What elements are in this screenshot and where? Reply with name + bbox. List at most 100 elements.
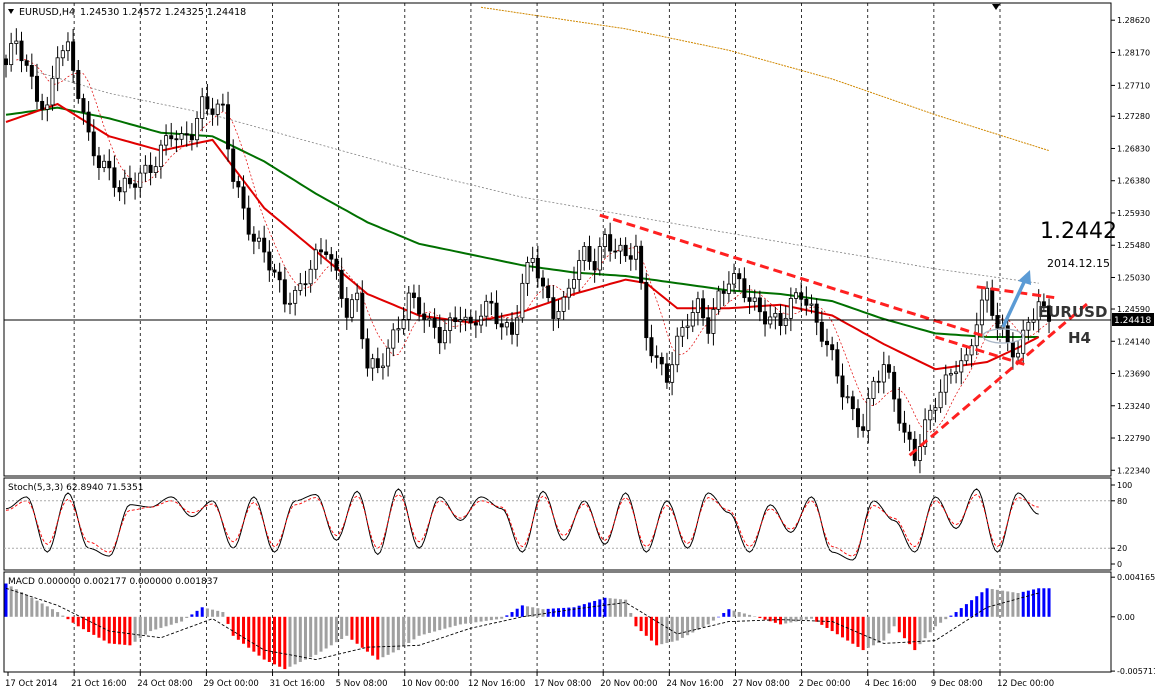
candle-body bbox=[608, 234, 613, 252]
candle-body bbox=[809, 303, 814, 306]
macd-bar bbox=[427, 616, 431, 633]
candle-body bbox=[494, 302, 499, 325]
candle-body bbox=[1005, 325, 1010, 343]
candle-body bbox=[561, 296, 566, 312]
candle-body bbox=[19, 40, 24, 62]
macd-bar bbox=[402, 616, 406, 647]
macd-bar bbox=[107, 616, 111, 644]
candle-body bbox=[107, 160, 112, 169]
macd-bar bbox=[861, 616, 865, 651]
candle-body bbox=[241, 186, 246, 209]
macd-bar bbox=[329, 616, 333, 646]
ma-long-line bbox=[480, 6, 1050, 152]
candle-body bbox=[871, 380, 876, 399]
macd-bar bbox=[980, 592, 984, 617]
candle-body bbox=[928, 409, 933, 421]
macd-bar bbox=[433, 616, 437, 632]
macd-bar bbox=[128, 616, 132, 646]
macd-bar bbox=[231, 616, 235, 636]
macd-bar bbox=[314, 616, 318, 655]
trend-line bbox=[908, 299, 1092, 457]
candle-body bbox=[659, 357, 664, 365]
candle-body bbox=[50, 77, 55, 106]
macd-bar bbox=[877, 616, 881, 643]
macd-bar bbox=[350, 616, 354, 640]
candle-body bbox=[158, 144, 163, 168]
candle-body bbox=[60, 50, 65, 59]
candle-body bbox=[442, 330, 447, 344]
stoch-main-line bbox=[5, 488, 1039, 561]
candle-body bbox=[985, 287, 990, 301]
candle-body bbox=[40, 100, 45, 110]
arrow-shaft bbox=[1001, 277, 1028, 328]
candle-body bbox=[473, 322, 478, 326]
candle-body bbox=[205, 96, 210, 110]
macd-bar bbox=[680, 616, 684, 638]
x-tick-label: 4 Dec 16:00 bbox=[865, 679, 917, 689]
macd-bar bbox=[505, 615, 509, 617]
candle-body bbox=[318, 249, 323, 253]
macd-bar bbox=[87, 616, 91, 633]
candle-body bbox=[298, 283, 303, 291]
candle-body bbox=[458, 319, 463, 323]
macd-bar bbox=[954, 612, 958, 617]
macd-bar bbox=[892, 616, 896, 627]
macd-bar bbox=[902, 616, 906, 639]
candle-body bbox=[226, 104, 231, 150]
macd-bar bbox=[551, 608, 555, 617]
macd-bar bbox=[871, 616, 875, 646]
macd-bar bbox=[371, 616, 375, 656]
macd-bar bbox=[598, 599, 602, 617]
macd-bar bbox=[56, 612, 60, 617]
candle-body bbox=[71, 41, 76, 71]
trend-lines[interactable] bbox=[599, 213, 1092, 457]
x-tick-label: 31 Oct 16:00 bbox=[270, 679, 325, 689]
macd-bar bbox=[365, 616, 369, 652]
macd-bar bbox=[293, 616, 297, 665]
chevron-down-icon[interactable] bbox=[8, 9, 14, 14]
macd-bar bbox=[964, 604, 968, 617]
macd-bar bbox=[211, 609, 215, 617]
candle-body bbox=[1026, 321, 1031, 331]
candle-body bbox=[515, 317, 520, 335]
candle-body bbox=[236, 181, 241, 188]
candle-body bbox=[9, 43, 14, 66]
candle-body bbox=[830, 344, 835, 351]
candle-body bbox=[850, 396, 855, 410]
candle-body bbox=[81, 98, 86, 113]
candle-body bbox=[344, 298, 349, 318]
macd-bar bbox=[655, 616, 659, 646]
candle-body bbox=[845, 396, 850, 399]
macd-bar bbox=[164, 616, 168, 627]
x-tick-label: 10 Nov 00:00 bbox=[402, 679, 459, 689]
up-arrow-icon[interactable] bbox=[1001, 270, 1031, 328]
candle-body bbox=[546, 285, 551, 299]
candle-body bbox=[664, 363, 669, 383]
candle-body bbox=[556, 311, 561, 319]
candle-body bbox=[195, 118, 200, 141]
chart-shift-icon[interactable] bbox=[992, 4, 1000, 10]
candle-body bbox=[24, 60, 29, 66]
macd-bar bbox=[9, 586, 13, 617]
candle-body bbox=[417, 297, 422, 315]
candle-body bbox=[133, 183, 138, 188]
candle-body bbox=[277, 271, 282, 281]
candle-body bbox=[840, 375, 845, 398]
y-tick-label: 1.25030 bbox=[1117, 273, 1150, 282]
macd-bar bbox=[913, 616, 917, 651]
x-tick-label: 9 Dec 08:00 bbox=[931, 679, 983, 689]
y-tick-label: 1.24140 bbox=[1117, 337, 1150, 346]
macd-bar bbox=[448, 616, 452, 628]
candle-body bbox=[200, 96, 205, 119]
candle-body bbox=[86, 111, 91, 133]
macd-bar bbox=[784, 616, 788, 624]
arrow-head bbox=[1018, 270, 1031, 285]
candle-body bbox=[587, 246, 592, 262]
macd-bar bbox=[489, 616, 493, 621]
macd-bar bbox=[701, 616, 705, 628]
candle-body bbox=[721, 290, 726, 294]
candle-body bbox=[917, 446, 922, 461]
macd-bar bbox=[608, 598, 612, 617]
candle-body bbox=[55, 57, 60, 79]
